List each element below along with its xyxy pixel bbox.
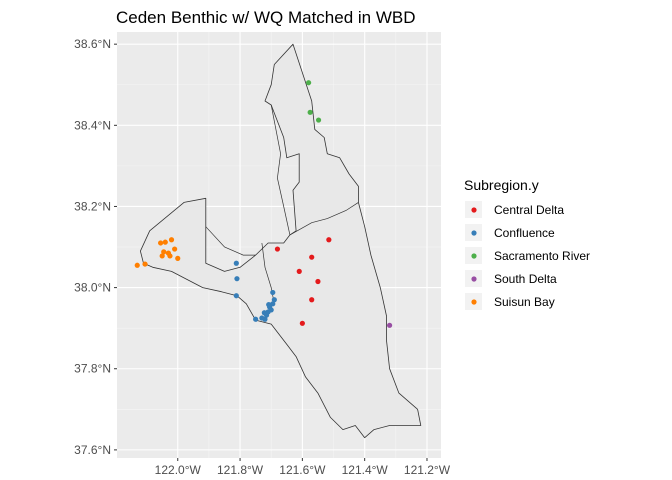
data-point <box>161 249 167 255</box>
y-tick-label: 37.6°N <box>74 443 111 457</box>
chart-title: Ceden Benthic w/ WQ Matched in WBD <box>116 8 416 27</box>
subwatershed-boundary <box>270 104 291 235</box>
data-point <box>271 297 277 303</box>
legend-key-central-delta <box>471 207 477 213</box>
x-axis: 122.0°W 121.8°W 121.6°W 121.4°W 121.2°W <box>155 458 451 477</box>
data-point <box>266 302 272 308</box>
data-point <box>259 315 265 321</box>
data-point <box>274 246 281 252</box>
data-point <box>142 261 148 267</box>
data-point <box>233 293 239 299</box>
x-tick-label: 121.6°W <box>279 463 326 477</box>
series-sacramento-river <box>305 80 322 123</box>
data-point <box>309 254 315 260</box>
legend-label-south-delta: South Delta <box>494 272 557 286</box>
data-point <box>167 253 173 259</box>
subwatershed-boundary <box>261 242 275 304</box>
data-point <box>158 240 164 246</box>
data-point <box>315 278 321 285</box>
data-point <box>309 297 315 303</box>
x-tick-label: 121.2°W <box>404 463 451 477</box>
legend-key-sacramento-river <box>471 253 477 259</box>
legend-key-confluence <box>471 230 477 236</box>
data-point <box>305 80 312 86</box>
data-point <box>261 310 267 316</box>
data-point <box>168 237 175 243</box>
data-point <box>159 253 165 259</box>
x-tick-label: 121.8°W <box>217 463 264 477</box>
legend-title: Subregion.y <box>464 177 539 193</box>
series-central-delta <box>274 237 332 326</box>
data-point <box>234 276 240 282</box>
data-point <box>134 262 140 268</box>
data-point <box>270 301 276 307</box>
data-point <box>386 322 393 328</box>
data-point <box>253 316 259 322</box>
data-point <box>307 109 313 115</box>
data-point <box>268 307 274 313</box>
series-south-delta <box>386 322 393 328</box>
legend-label-confluence: Confluence <box>494 226 555 240</box>
legend-key-suisun-bay <box>471 299 477 305</box>
data-point <box>172 246 178 252</box>
y-axis: 37.6°N 37.8°N 38.0°N 38.2°N 38.4°N 38.6°N <box>74 37 117 457</box>
legend-label-sacramento-river: Sacramento River <box>494 249 590 263</box>
x-tick-label: 122.0°W <box>155 463 202 477</box>
data-point <box>270 289 276 296</box>
x-tick-label: 121.4°W <box>342 463 389 477</box>
watershed-region <box>140 43 422 439</box>
data-point <box>162 239 168 245</box>
legend: Subregion.y Central Delta Confluence Sacra… <box>464 177 590 314</box>
subwatershed-boundary <box>289 202 359 236</box>
data-point <box>299 320 305 326</box>
series-suisun-bay <box>134 237 181 268</box>
data-point <box>175 255 181 261</box>
legend-label-suisun-bay: Suisun Bay <box>494 295 555 309</box>
legend-background <box>464 200 584 314</box>
subwatershed-boundary <box>205 226 256 256</box>
y-tick-label: 38.6°N <box>74 37 111 51</box>
data-point <box>296 268 302 274</box>
series-confluence <box>233 260 277 322</box>
y-tick-label: 38.0°N <box>74 281 111 295</box>
data-point <box>233 260 239 266</box>
y-tick-label: 38.4°N <box>74 118 111 132</box>
legend-key-south-delta <box>471 276 477 282</box>
y-tick-label: 38.2°N <box>74 199 111 213</box>
legend-label-central-delta: Central Delta <box>494 203 564 217</box>
y-tick-label: 37.8°N <box>74 362 111 376</box>
sample-points <box>134 80 393 328</box>
data-point <box>315 117 322 123</box>
data-point <box>326 237 332 243</box>
